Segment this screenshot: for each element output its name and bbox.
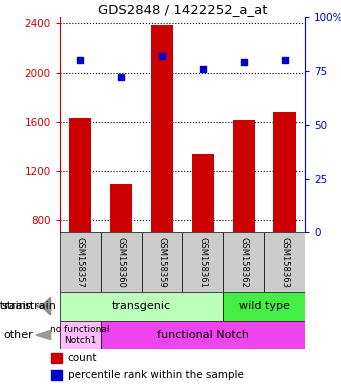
- Text: other: other: [3, 330, 33, 340]
- Bar: [142, 232, 182, 292]
- Bar: [273, 112, 296, 318]
- Text: count: count: [68, 353, 97, 363]
- Text: GSM158360: GSM158360: [117, 237, 125, 288]
- Text: GSM158357: GSM158357: [76, 237, 85, 288]
- Text: strain: strain: [25, 301, 56, 311]
- Polygon shape: [41, 298, 50, 315]
- Bar: [264, 232, 305, 292]
- Text: GSM158362: GSM158362: [239, 237, 248, 288]
- Polygon shape: [36, 330, 51, 339]
- Text: transgenic: transgenic: [112, 301, 171, 311]
- Point: [200, 66, 206, 72]
- Bar: [151, 25, 173, 318]
- Bar: [50, 353, 62, 362]
- Text: functional Notch: functional Notch: [157, 330, 249, 340]
- Bar: [233, 121, 255, 318]
- Polygon shape: [36, 302, 51, 311]
- Point: [77, 57, 83, 63]
- Bar: [101, 232, 142, 292]
- Point: [241, 60, 247, 66]
- Bar: [182, 232, 223, 292]
- Point: [282, 57, 287, 63]
- Text: GSM158359: GSM158359: [158, 237, 166, 288]
- Text: percentile rank within the sample: percentile rank within the sample: [68, 370, 243, 380]
- Bar: [69, 118, 91, 318]
- Title: GDS2848 / 1422252_a_at: GDS2848 / 1422252_a_at: [98, 3, 267, 16]
- Bar: [223, 232, 264, 292]
- Text: wild type: wild type: [239, 301, 290, 311]
- Bar: [50, 370, 62, 380]
- Bar: [223, 292, 305, 321]
- Bar: [101, 321, 305, 349]
- Bar: [60, 232, 101, 292]
- Text: GSM158363: GSM158363: [280, 237, 289, 288]
- Bar: [110, 184, 132, 318]
- Text: no functional
Notch1: no functional Notch1: [50, 325, 110, 345]
- Point: [159, 53, 165, 59]
- Bar: [60, 292, 223, 321]
- Text: strain: strain: [0, 301, 27, 311]
- Point: [118, 74, 124, 81]
- Bar: [60, 321, 101, 349]
- Text: GSM158361: GSM158361: [198, 237, 207, 288]
- Bar: [192, 154, 214, 318]
- Text: strain: strain: [1, 301, 33, 311]
